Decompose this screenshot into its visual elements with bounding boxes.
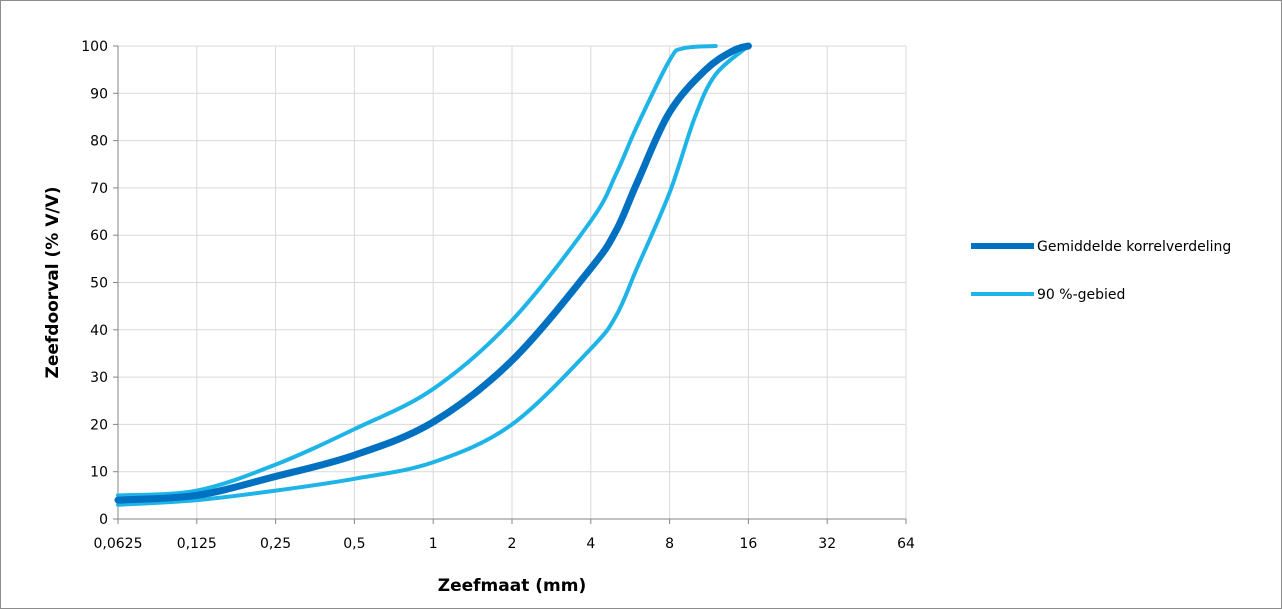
x-tick-label: 4 — [586, 536, 595, 552]
y-tick-label: 30 — [90, 370, 108, 386]
x-tick-label: 0,0625 — [94, 536, 143, 552]
legend-label: Gemiddelde korrelverdeling — [1037, 239, 1231, 255]
legend: Gemiddelde korrelverdeling 90 %-gebied — [971, 239, 1231, 303]
x-tick-label: 16 — [739, 536, 757, 552]
y-tick-label: 60 — [90, 228, 108, 244]
y-tick-label: 100 — [81, 39, 108, 55]
x-tick-label: 8 — [665, 536, 674, 552]
y-tick-label: 0 — [99, 512, 108, 528]
x-tick-label: 64 — [897, 536, 915, 552]
x-tick-label: 1 — [429, 536, 438, 552]
series-group — [114, 42, 752, 507]
series-line-average — [114, 42, 752, 504]
legend-label: 90 %-gebied — [1037, 287, 1125, 303]
y-tick-label: 70 — [90, 181, 108, 197]
y-tick-label: 20 — [90, 417, 108, 433]
y-tick-label: 90 — [90, 86, 108, 102]
y-tick-label: 40 — [90, 323, 108, 339]
x-tick-label: 0,5 — [343, 536, 365, 552]
y-tick-label: 10 — [90, 465, 108, 481]
grid — [117, 45, 907, 520]
series-line-lower-bound — [116, 44, 751, 507]
x-tick-label: 32 — [818, 536, 836, 552]
x-tick-label: 0,125 — [177, 536, 217, 552]
axes: 0 10 20 30 40 50 60 70 80 90 100 0,0625 0,125 0,25 0,5… — [81, 39, 915, 552]
x-tick-label: 2 — [508, 536, 517, 552]
y-axis-title: Zeefdoorval (% V/V) — [43, 186, 63, 378]
y-tick-label: 80 — [90, 134, 108, 150]
x-tick-label: 0,25 — [260, 536, 291, 552]
x-axis-title: Zeefmaat (mm) — [438, 576, 586, 596]
series-line-upper-bound — [116, 44, 718, 498]
y-tick-label: 50 — [90, 276, 108, 292]
